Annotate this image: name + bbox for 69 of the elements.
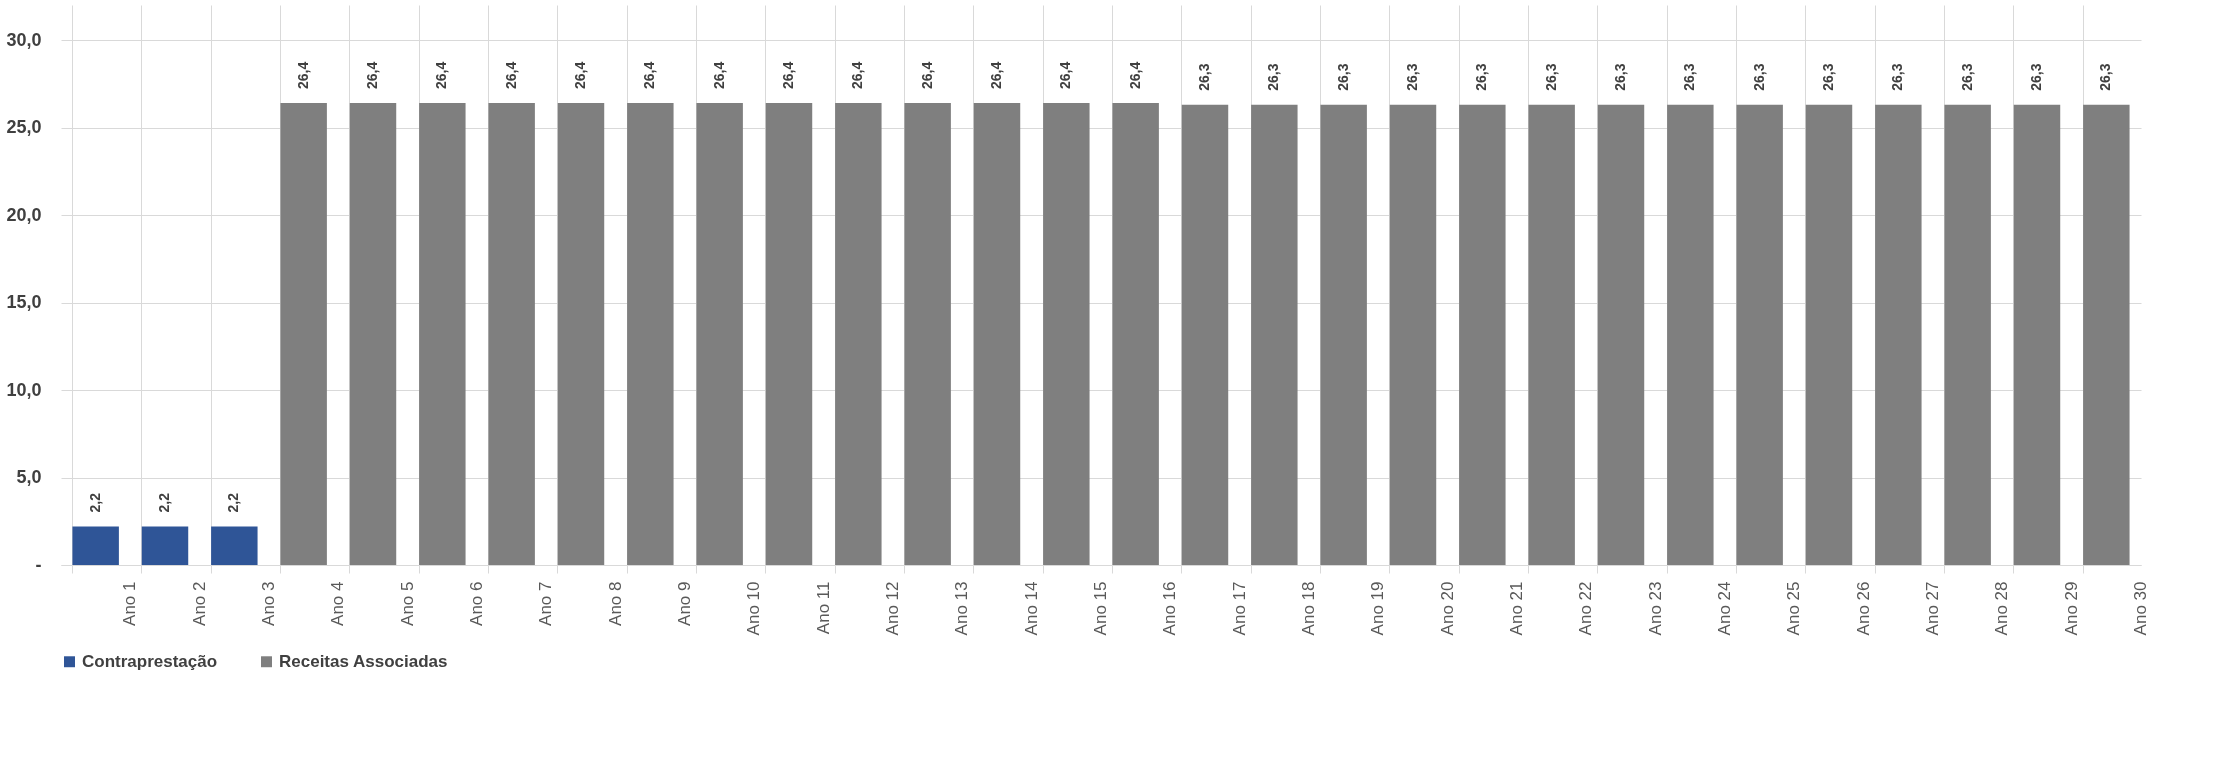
data-label: 26,4 [641, 61, 658, 89]
data-label: 26,4 [988, 61, 1004, 89]
x-tick-label: Ano 28 [1992, 581, 2012, 636]
data-label: 26,3 [2028, 63, 2044, 91]
x-tick-label: Ano 30 [2131, 581, 2150, 636]
x-tick-label: Ano 7 [536, 581, 556, 626]
data-label: 26,3 [1334, 63, 1351, 91]
x-tick-label: Ano 29 [2061, 581, 2081, 636]
data-label: 26,4 [294, 61, 311, 89]
x-tick-label: Ano 4 [328, 581, 348, 626]
data-label: 26,4 [502, 61, 519, 89]
y-tick-label: 25,0 [6, 117, 42, 137]
data-label: 26,3 [1473, 63, 1490, 91]
x-tick-label: Ano 27 [1923, 581, 1942, 636]
data-label: 26,4 [1057, 61, 1074, 89]
x-tick-label: Ano 5 [397, 581, 417, 626]
data-label: 26,4 [710, 61, 727, 89]
y-tick-label: 20,0 [6, 204, 42, 225]
x-tick-label: Ano 8 [605, 581, 625, 626]
x-tick-label: Ano 22 [1576, 581, 1596, 636]
data-label: 26,3 [1542, 63, 1559, 91]
x-tick-label: Ano 9 [675, 581, 694, 626]
data-label: 26,3 [1750, 63, 1767, 91]
x-tick-label: Ano 23 [1645, 581, 1665, 636]
x-tick-label: Ano 10 [744, 581, 764, 636]
data-label: 26,3 [1681, 63, 1698, 91]
data-label: 26,4 [433, 61, 450, 89]
y-tick-label: 30,0 [6, 29, 42, 50]
data-label: 2,2 [86, 492, 103, 513]
x-tick-label: Ano 24 [1715, 581, 1734, 636]
x-tick-label: Ano 19 [1368, 581, 1388, 636]
x-tick-label: Ano 15 [1091, 581, 1110, 636]
data-label: 26,3 [2097, 63, 2114, 91]
x-tick-label: Ano 20 [1437, 581, 1457, 636]
y-tick-label: - [35, 554, 42, 575]
x-tick-label: Ano 3 [259, 581, 278, 626]
x-tick-label: Ano 14 [1021, 581, 1041, 636]
x-tick-label: Ano 21 [1507, 581, 1526, 636]
data-label: 26,4 [918, 61, 935, 89]
x-tick-label: Ano 26 [1853, 581, 1873, 636]
legend-label: Contraprestação [82, 651, 218, 671]
data-label: 26,4 [849, 61, 866, 89]
x-tick-label: Ano 2 [189, 581, 209, 626]
x-tick-label: Ano 12 [883, 581, 902, 636]
y-tick-label: 15,0 [6, 292, 42, 312]
data-label: 26,3 [1196, 63, 1212, 91]
x-tick-label: Ano 1 [120, 581, 140, 626]
data-label: 26,3 [1889, 63, 1906, 91]
y-tick-label: 10,0 [6, 379, 42, 400]
x-tick-label: Ano 17 [1229, 581, 1249, 636]
y-tick-label: 5,0 [16, 467, 42, 487]
data-label: 26,3 [1612, 63, 1628, 91]
data-label: 26,3 [1958, 63, 1975, 91]
legend-label: Receitas Associadas [279, 651, 448, 671]
data-label: 2,2 [156, 492, 172, 513]
data-label: 26,3 [1265, 63, 1282, 91]
x-tick-label: Ano 13 [952, 581, 972, 636]
x-tick-label: Ano 11 [813, 581, 833, 635]
data-label: 26,4 [780, 61, 796, 89]
data-label: 2,2 [225, 492, 242, 513]
x-tick-label: Ano 16 [1160, 581, 1180, 636]
x-tick-label: Ano 18 [1299, 581, 1318, 636]
data-label: 26,3 [1820, 63, 1836, 91]
data-label: 26,4 [572, 61, 588, 89]
x-tick-label: Ano 25 [1784, 581, 1804, 636]
data-label: 26,4 [1126, 61, 1143, 89]
data-label: 26,4 [364, 61, 380, 89]
data-label: 26,3 [1404, 63, 1420, 91]
x-tick-label: Ano 6 [467, 581, 486, 626]
